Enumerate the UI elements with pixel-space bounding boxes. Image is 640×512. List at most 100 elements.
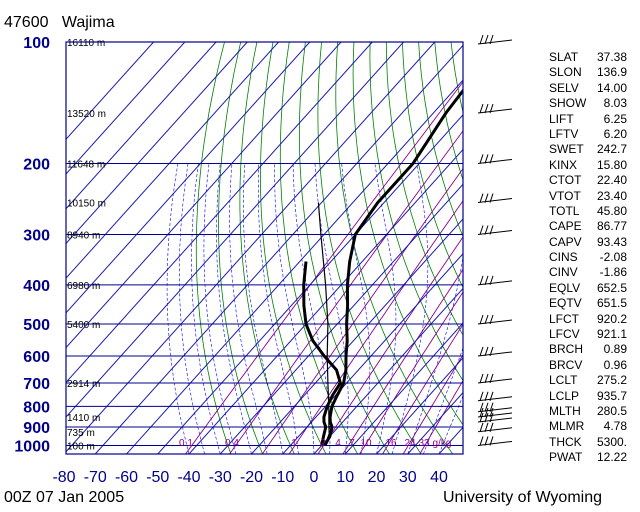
mixing-ratio-label: g/kg: [433, 438, 452, 449]
mixing-ratio-label: 0.4: [225, 438, 239, 449]
wind-barb: [477, 34, 513, 45]
index-label: SWET: [549, 142, 584, 157]
mixing-ratio-line: [229, 130, 463, 454]
index-row: BRCH 0.89: [549, 342, 627, 357]
index-row: LFCT 920.2: [549, 312, 627, 327]
index-label: THCK: [549, 434, 582, 449]
mixing-ratio-label: 10: [360, 438, 372, 449]
height-label: 11648 m: [67, 159, 105, 170]
index-row: BRCV 0.96: [549, 358, 627, 373]
moist-adiabat-line: [166, 163, 190, 454]
temperature-tick-label: 30: [399, 469, 417, 486]
index-value: 651.5: [596, 296, 627, 311]
index-row: KINX 15.80: [549, 158, 627, 173]
temperature-tick-label: -40: [177, 469, 200, 486]
index-label: CAPE: [549, 219, 582, 234]
pressure-tick-label: 400: [23, 278, 50, 295]
height-label: 8940 m: [67, 230, 100, 241]
pressure-tick-label: 100: [23, 35, 50, 52]
mixing-ratio-label: 24: [404, 438, 416, 449]
isotherm-line: [66, 42, 279, 279]
isotherm-line: [126, 79, 463, 454]
isotherm-line: [376, 357, 463, 454]
sounding-date: 00Z 07 Jan 2005: [4, 489, 125, 506]
index-label: LFTV: [549, 126, 579, 141]
mixing-ratio-line: [359, 291, 463, 454]
mixing-ratio-line: [402, 354, 463, 454]
index-row: LFCV 921.1: [549, 327, 627, 342]
index-label: BRCV: [549, 357, 583, 372]
index-value: -2.08: [599, 250, 627, 265]
index-label: VTOT: [549, 188, 581, 203]
dry-adiabat-line: [195, 42, 232, 454]
isotherm-line: [66, 42, 217, 210]
temperature-tick-label: -50: [146, 469, 169, 486]
moist-adiabat-line: [438, 394, 463, 454]
mixing-ratio-label: 2: [320, 438, 326, 449]
moist-adiabat-line: [257, 163, 299, 454]
index-row: SHOW 8.03: [549, 96, 627, 111]
index-value: 242.7: [596, 142, 627, 157]
moist-adiabat-line: [407, 255, 463, 454]
index-label: CINV: [549, 265, 578, 280]
index-label: CTOT: [549, 173, 582, 188]
index-value: 5300.: [596, 434, 627, 449]
index-row: MLTH 280.5: [549, 404, 627, 419]
isotherm-line: [66, 42, 186, 175]
index-row: PWAT 12.22: [549, 450, 627, 465]
pressure-tick-label: 800: [23, 399, 50, 416]
index-label: MLMR: [549, 419, 585, 434]
mixing-ratio-line: [382, 323, 463, 454]
index-row: TOTL 45.80: [549, 204, 627, 219]
dry-adiabat-line: [317, 42, 422, 454]
index-row: LIFT 6.25: [549, 112, 627, 127]
isotherm-line: [66, 42, 248, 245]
temperature-tick-label: 10: [336, 469, 354, 486]
wind-barb: [477, 402, 513, 413]
wind-barb: [477, 103, 513, 114]
height-label: 16110 m: [67, 38, 105, 49]
index-label: LCLP: [549, 388, 580, 403]
wind-barb: [477, 373, 513, 384]
index-row: SLAT 37.38: [549, 50, 627, 65]
index-row: CTOT 22.40: [549, 173, 627, 188]
wind-barb: [477, 391, 513, 402]
index-label: MLTH: [549, 403, 581, 418]
pressure-tick-label: 200: [23, 156, 50, 173]
mixing-ratio-label: 7: [349, 438, 355, 449]
wind-barb: [477, 346, 513, 357]
index-value: 280.5: [596, 403, 627, 418]
moist-adiabat-line: [203, 163, 237, 454]
index-value: 4.78: [603, 419, 627, 434]
mixing-ratio-line: [419, 379, 463, 454]
dry-adiabat-line: [218, 42, 263, 454]
parcel-path-line: [317, 202, 330, 446]
index-label: SHOW: [549, 96, 587, 111]
height-label: 2914 m: [67, 379, 100, 390]
index-label: EQTV: [549, 296, 582, 311]
index-row: SWET 242.7: [549, 142, 627, 157]
moist-adiabat-line: [191, 163, 221, 454]
index-label: TOTL: [549, 203, 580, 218]
mixing-ratio-label: 4: [335, 438, 341, 449]
isotherm-line: [66, 42, 436, 453]
mixing-ratio-label: 1: [291, 438, 297, 449]
index-label: BRCH: [549, 342, 584, 357]
index-value: 0.89: [603, 342, 627, 357]
isotherm-line: [66, 42, 404, 418]
index-value: 22.40: [596, 173, 627, 188]
moist-adiabat-line: [374, 163, 397, 454]
index-row: SLON 136.9: [549, 65, 627, 80]
isotherm-line: [66, 42, 154, 141]
index-row: EQLV 652.5: [549, 281, 627, 296]
index-row: CINV -1.86: [549, 265, 627, 280]
index-label: SLON: [549, 65, 582, 80]
index-label: LCLT: [549, 373, 578, 388]
height-label: 735 m: [67, 428, 95, 439]
dry-adiabat-line: [369, 42, 463, 382]
dry-adiabat-line: [298, 42, 390, 454]
mixing-ratio-line: [261, 167, 463, 454]
sounding-indices-table: SLAT 37.38 SLON 136.9 SELV 14.00 SHOW 8.03 LIFT 6…: [549, 50, 627, 466]
height-label: 10150 m: [67, 199, 106, 210]
